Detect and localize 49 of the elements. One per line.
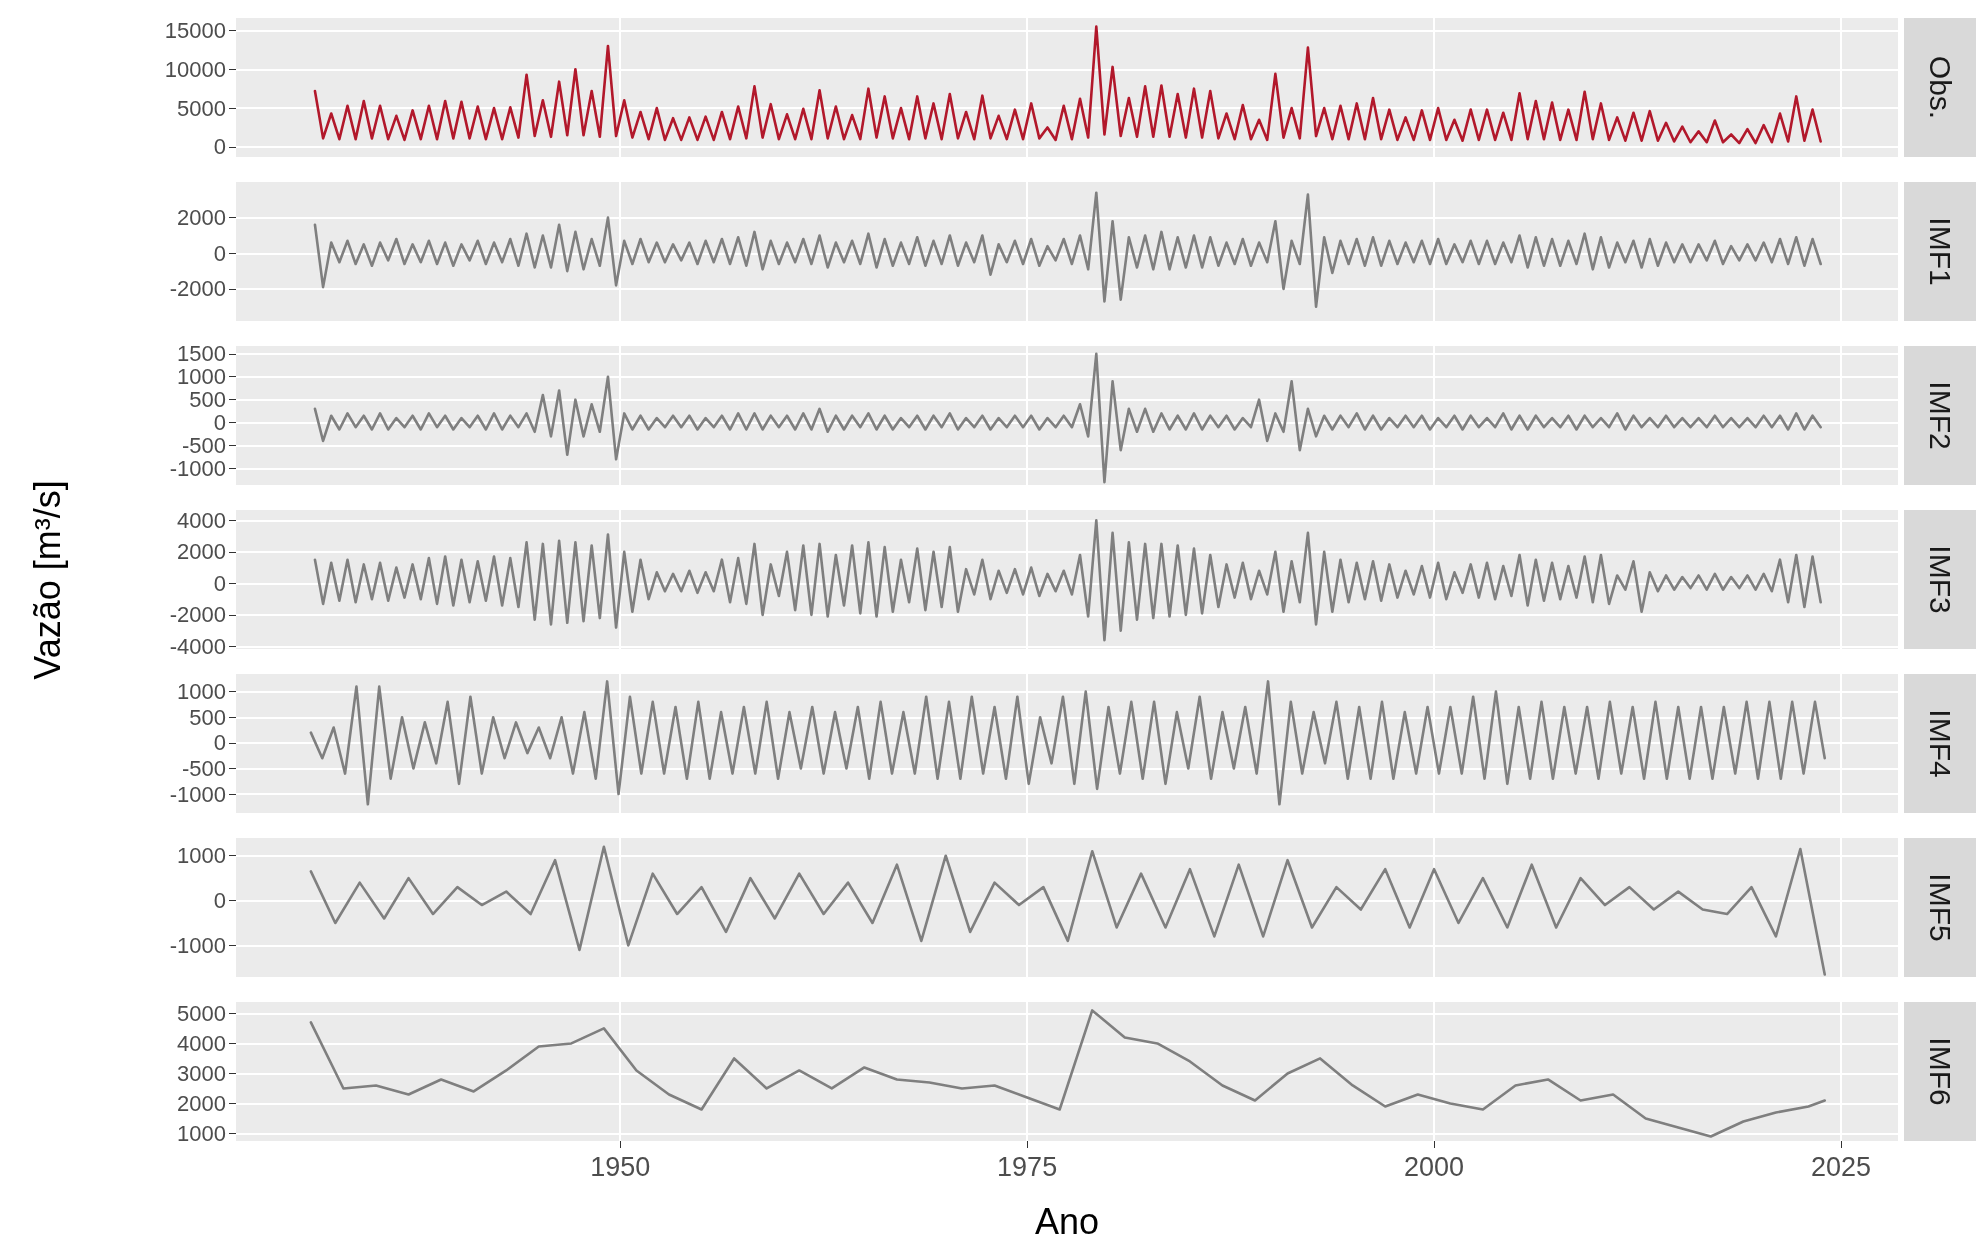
y-tick-label: 0 [213,240,226,266]
y-tick-label: 1500 [177,341,226,367]
y-tick-label: 0 [213,570,226,596]
y-tick-label: 1000 [177,1120,226,1146]
text: IMF2 [1923,381,1957,450]
line-series [313,191,1822,309]
y-tick-label: 0 [213,134,226,160]
y-tick-label: 5000 [177,1000,226,1026]
y-tick-label: -1000 [169,932,226,958]
y-axis-title: Vazão [m³/s] [27,479,69,680]
y-tick-label: 15000 [164,17,226,43]
y-tick-label: -2000 [169,602,226,628]
line-series [313,518,1822,642]
y-tick-label: -2000 [169,276,226,302]
line-series [309,680,1827,806]
y-tick-label: 2000 [177,539,226,565]
line-series [309,845,1827,976]
y-tick-label: -1000 [169,781,226,807]
text: IMF1 [1923,217,1957,286]
y-tick-label: 5000 [177,95,226,121]
x-tick-label: 2025 [1810,1151,1872,1182]
text: IMF4 [1923,709,1957,778]
y-tick-label: 3000 [177,1060,226,1086]
text: IMF5 [1923,873,1957,942]
y-tick-label: 1000 [177,843,226,869]
text: IMF6 [1923,1037,1957,1106]
y-tick-label: 500 [189,704,226,730]
y-tick-label: -500 [181,755,226,781]
x-axis-title: Ano [1034,1200,1100,1242]
text: Obs. [1923,55,1957,120]
line-series [313,352,1822,484]
y-tick-label: 0 [213,888,226,914]
line-series [313,25,1822,145]
y-tick-label: 0 [213,730,226,756]
y-tick-label: 0 [213,410,226,436]
line-series [309,1009,1827,1138]
y-tick-label: 2000 [177,1090,226,1116]
y-tick-label: 2000 [177,205,226,231]
y-tick-label: 4000 [177,507,226,533]
y-tick-label: 1000 [177,364,226,390]
y-tick-label: 10000 [164,56,226,82]
x-tick-label: 1950 [590,1151,651,1182]
y-tick-label: 4000 [177,1030,226,1056]
y-tick-label: -4000 [169,633,226,659]
y-tick-label: 1000 [177,679,226,705]
x-tick-label: 2000 [1404,1151,1465,1182]
y-tick-label: 500 [189,387,226,413]
x-tick-label: 1975 [997,1151,1058,1182]
text: IMF3 [1923,545,1957,614]
